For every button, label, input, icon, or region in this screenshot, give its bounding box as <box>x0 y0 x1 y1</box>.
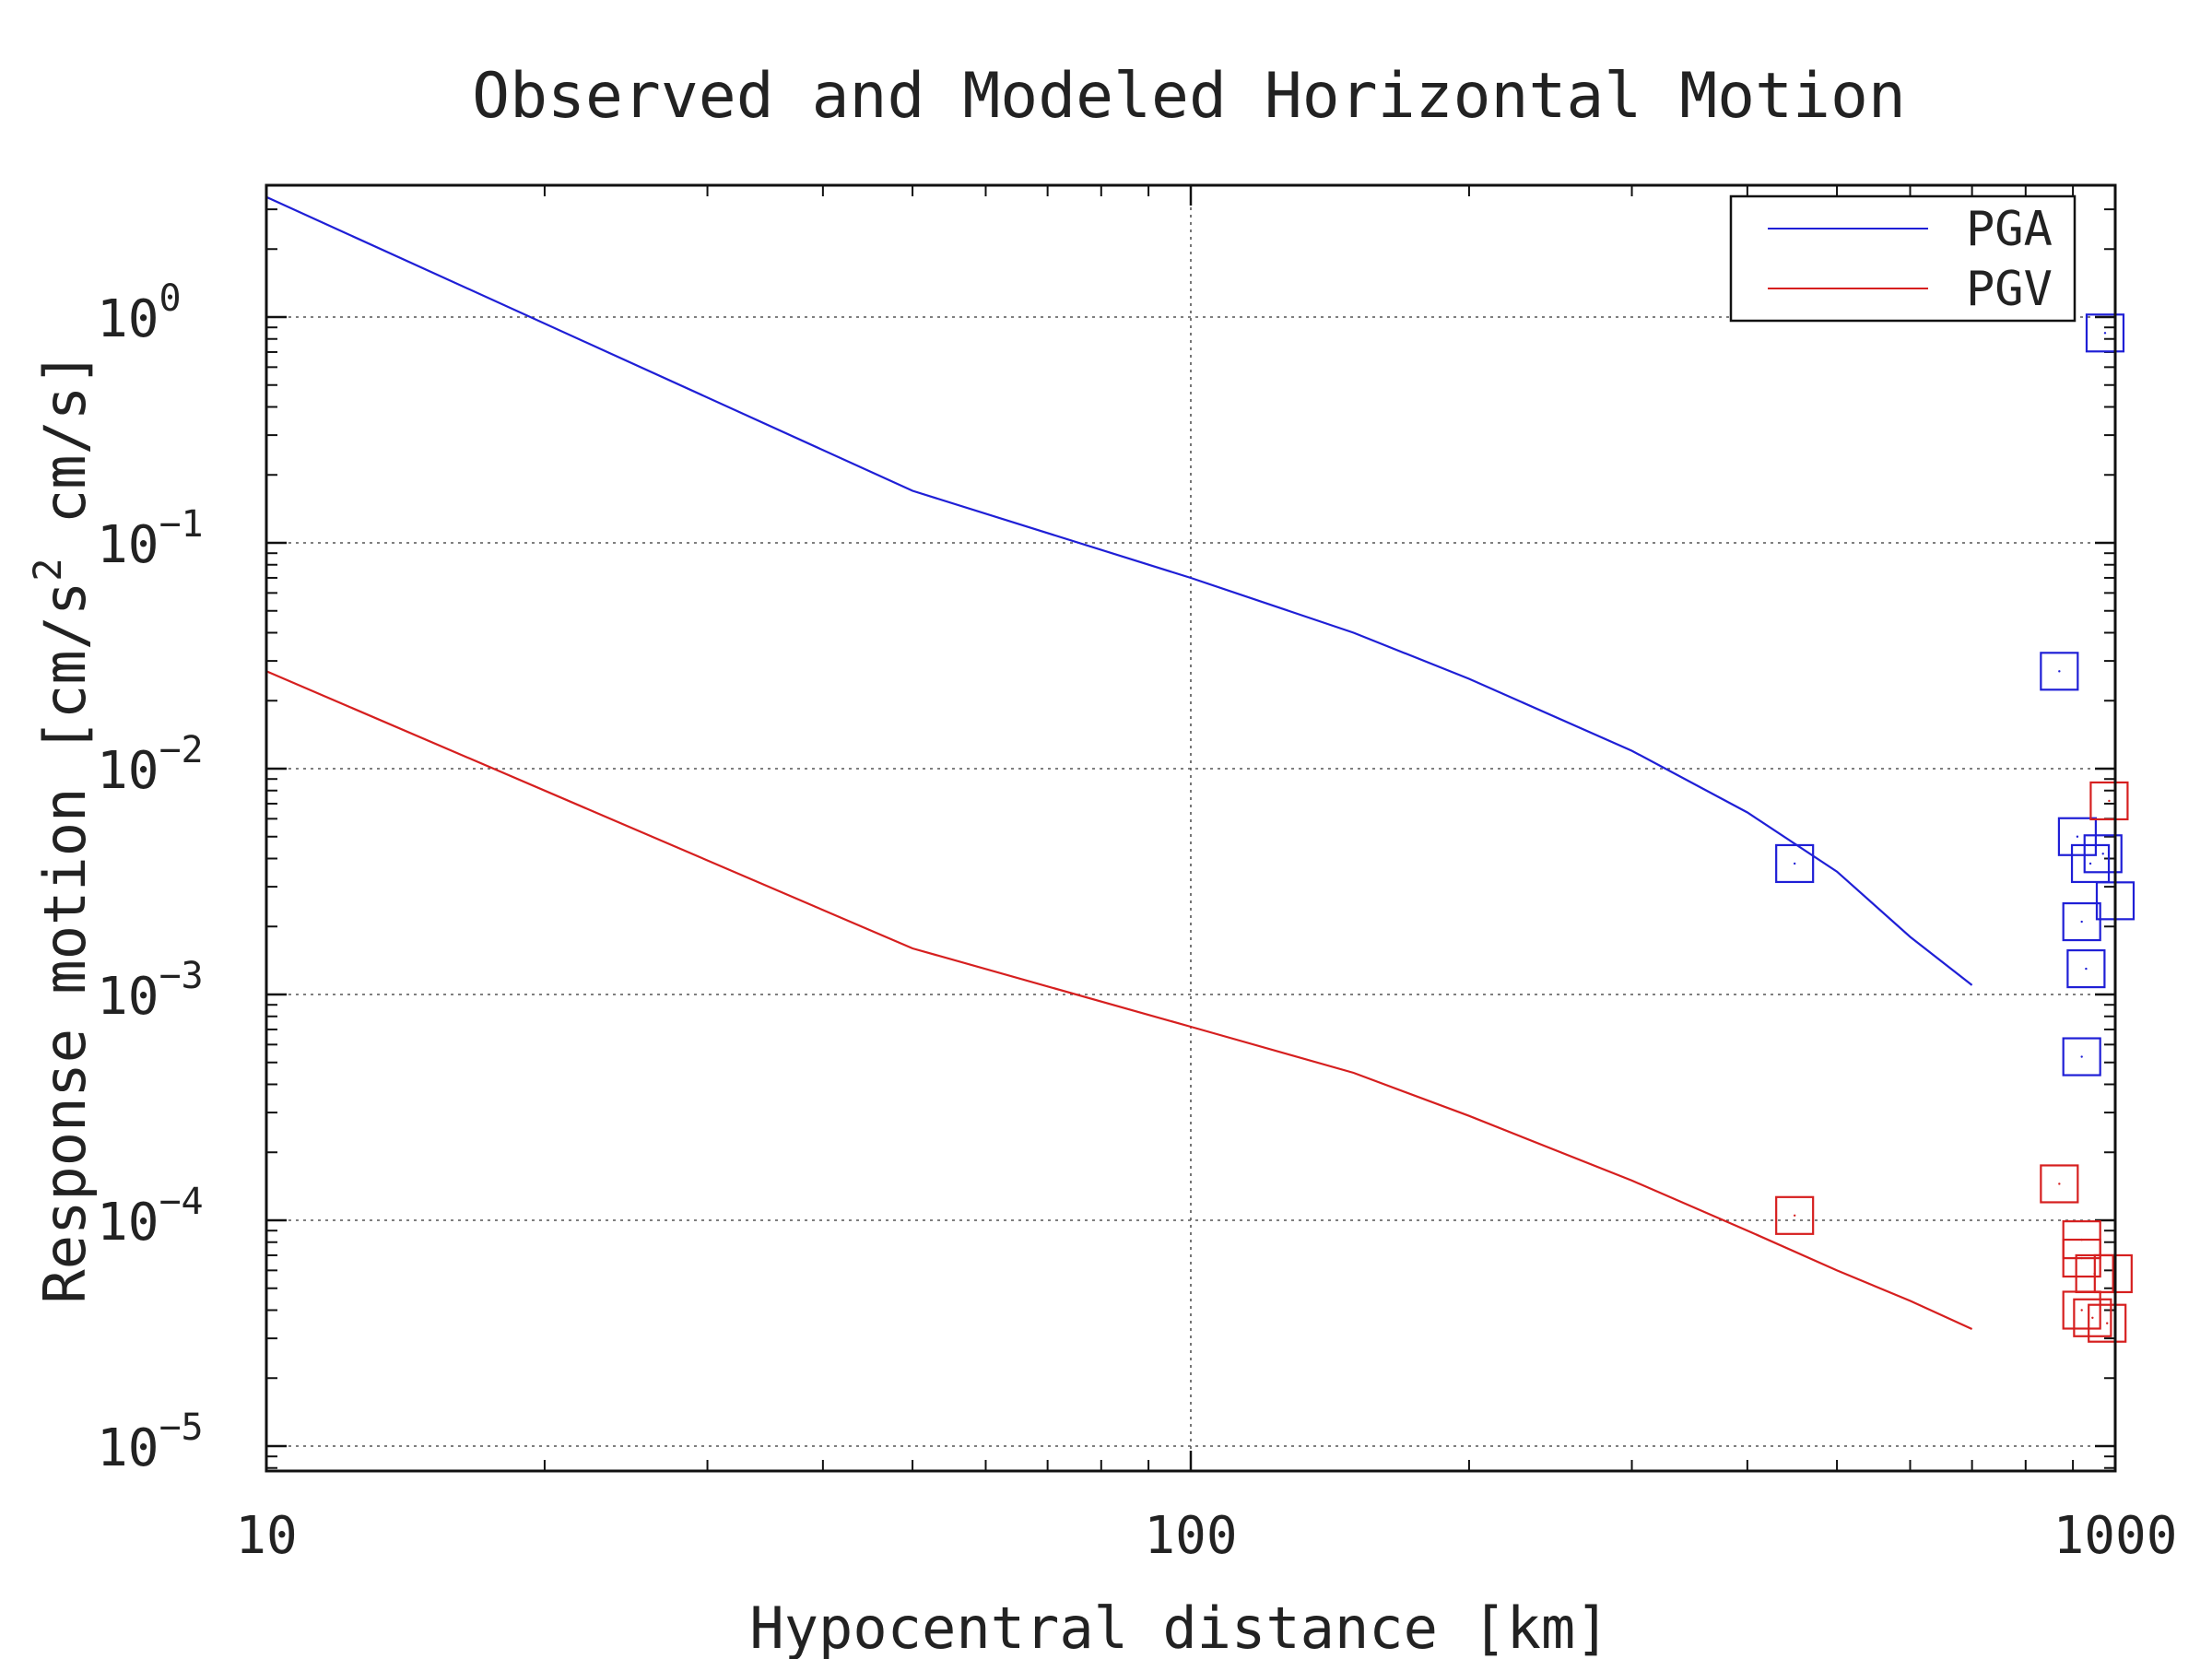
y-tick-label: 10−2 <box>97 729 204 801</box>
pga-observed-point <box>2057 817 2098 856</box>
pga-observed-point-center <box>2076 835 2079 838</box>
plot-series <box>265 195 2136 1343</box>
pgv-observed-point <box>2093 1253 2133 1294</box>
pga-observed-point <box>1775 843 1815 884</box>
pgv-observed-point <box>2040 1164 2079 1204</box>
y-axis-label: Response motion [cm/s2 cm/s] <box>25 351 99 1303</box>
pga-observed-point <box>2040 652 2079 691</box>
pgv-observed-point <box>2089 781 2129 821</box>
pgv-observed-point-center <box>2108 799 2111 803</box>
x-tick-label: 10 <box>235 1506 297 1566</box>
pgv-observed-point-center <box>2058 1182 2061 1185</box>
pga-observed-point-center <box>2080 1055 2083 1058</box>
pgv-observed-point-center <box>2112 1272 2115 1276</box>
pgv-observed-point <box>2073 1298 2112 1337</box>
axis-ticks <box>265 185 2117 1471</box>
pga-observed-point <box>2066 948 2106 989</box>
legend-pga-label: PGA <box>1966 202 2053 257</box>
y-axis-label-superscript: 2 <box>25 558 70 581</box>
pga-observed-point-center <box>2058 670 2061 673</box>
pga-observed-point-center <box>2101 853 2104 855</box>
pga-observed-point <box>2062 901 2101 942</box>
legend-pgv-label: PGV <box>1966 262 2053 317</box>
pgv-model-line <box>265 670 1973 1331</box>
pgv-observed-point-center <box>2080 1309 2083 1312</box>
legend: PGA PGV <box>1729 194 2077 323</box>
tick-labels: 100 10−1 10−2 10−3 10−4 10−5 10 100 1000 <box>97 277 2177 1566</box>
grid <box>266 185 2115 1471</box>
chart-title: Observed and Modeled Horizontal Motion <box>472 60 1906 133</box>
y-tick-label: 100 <box>97 277 182 349</box>
pgv-observed-point-center <box>2105 1322 2109 1324</box>
pgv-observed-point <box>2062 1290 2101 1330</box>
pga-observed-point <box>2085 313 2125 353</box>
pga-observed-point-center <box>2085 967 2088 971</box>
pgv-observed-point <box>2062 1238 2101 1278</box>
pga-observed-point <box>2070 843 2111 884</box>
pgv-observed-point <box>2088 1303 2127 1343</box>
y-tick-label: 10−5 <box>97 1406 204 1478</box>
pga-observed-point <box>2083 834 2123 874</box>
x-axis-label: Hypocentral distance [km] <box>749 1594 1609 1659</box>
pgv-observed-point-center <box>2091 1316 2094 1319</box>
y-axis-label-rest: cm/s] <box>31 351 99 558</box>
pga-model-line <box>265 195 1973 986</box>
y-tick-label: 10−3 <box>97 955 204 1027</box>
y-axis-label-main: Response motion [cm/s <box>31 582 99 1304</box>
x-tick-label: 1000 <box>2053 1506 2178 1566</box>
pga-observed-point-center <box>2088 862 2092 865</box>
y-tick-label: 10−1 <box>97 503 204 575</box>
x-tick-label: 100 <box>1144 1506 1237 1566</box>
pga-observed-point <box>2062 1037 2101 1077</box>
pgv-observed-point <box>1775 1195 1815 1235</box>
pga-observed-point-center <box>2080 920 2083 924</box>
pgv-observed-point-center <box>1793 1214 1796 1218</box>
y-tick-label: 10−4 <box>97 1181 204 1253</box>
pgv-observed-point-center <box>2080 1256 2083 1260</box>
pga-observed-point-center <box>1793 862 1796 865</box>
legend-box <box>1729 194 2077 323</box>
pga-observed-point-center <box>2103 332 2107 335</box>
plot-frame <box>265 183 2117 1473</box>
